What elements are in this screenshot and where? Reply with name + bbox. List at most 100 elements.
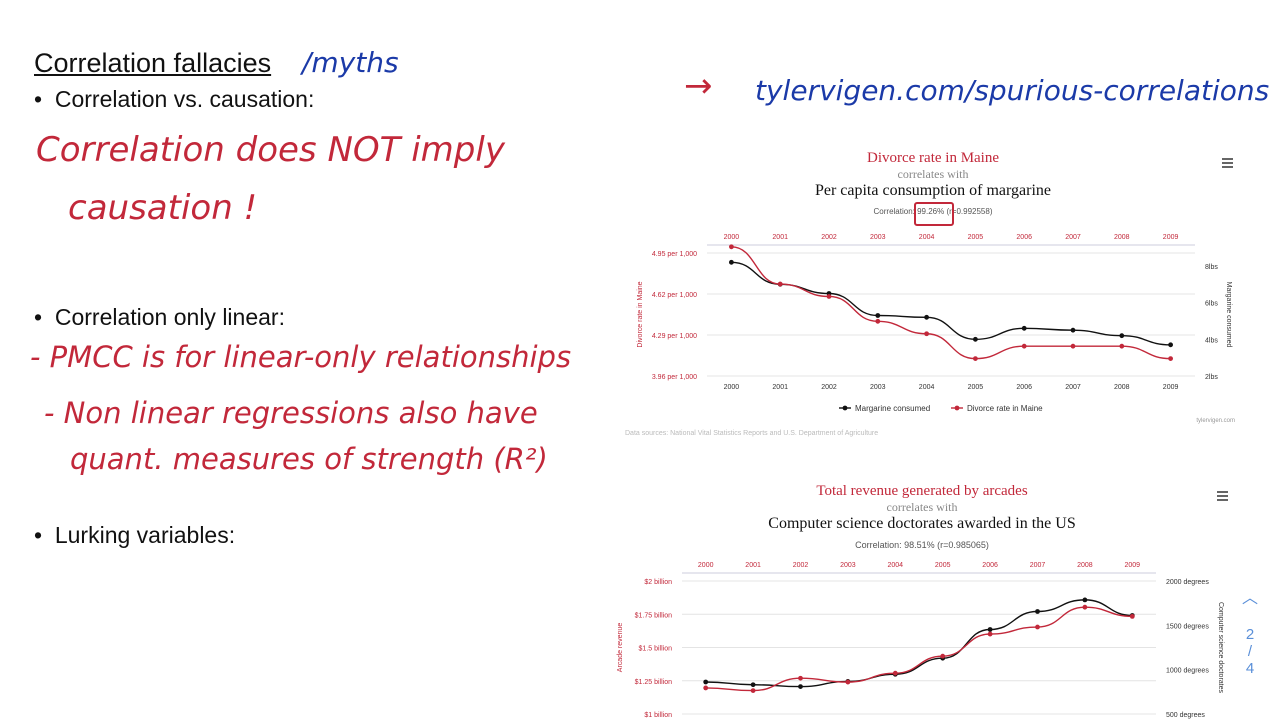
x-tick-label-bottom: 2002 bbox=[821, 384, 837, 391]
series-point bbox=[1070, 327, 1076, 333]
data-sources-note: Data sources: National Vital Statistics … bbox=[625, 430, 878, 437]
x-tick-label-top: 2006 bbox=[982, 562, 998, 569]
left-tick-label: 4.29 per 1,000 bbox=[652, 333, 697, 340]
hamburger-menu-icon[interactable] bbox=[1222, 158, 1233, 170]
series-point bbox=[729, 244, 734, 250]
series-point bbox=[703, 685, 709, 691]
right-tick-label: 4lbs bbox=[1205, 337, 1218, 344]
series-point bbox=[875, 313, 881, 318]
chart-title2: Computer science doctorates awarded in t… bbox=[768, 515, 1076, 532]
series-point bbox=[729, 259, 734, 265]
x-tick-label-top: 2007 bbox=[1030, 562, 1046, 569]
series-point bbox=[750, 688, 756, 693]
series-point bbox=[1035, 624, 1040, 630]
series-point bbox=[1035, 609, 1040, 614]
page-total: 4 bbox=[1245, 660, 1255, 677]
series-point bbox=[875, 318, 881, 324]
series-point bbox=[973, 356, 978, 362]
chart-correlation: Correlation: 99.26% (r=0.992558) bbox=[873, 207, 993, 216]
x-tick-label-top: 2005 bbox=[935, 562, 951, 569]
series-point bbox=[973, 336, 978, 342]
legend-marker bbox=[842, 405, 848, 411]
note-causation-2: causation ! bbox=[68, 188, 258, 228]
left-tick-label: 4.62 per 1,000 bbox=[652, 292, 697, 299]
series-point bbox=[924, 331, 929, 337]
legend-marker bbox=[954, 405, 960, 411]
x-tick-label-bottom: 2007 bbox=[1065, 384, 1081, 391]
x-tick-label-top: 2005 bbox=[968, 234, 984, 241]
chart-subtitle: correlates with bbox=[897, 167, 969, 181]
x-tick-label-bottom: 2005 bbox=[968, 384, 984, 391]
x-tick-label-bottom: 2001 bbox=[772, 384, 788, 391]
left-tick-label: 3.96 per 1,000 bbox=[652, 374, 697, 381]
x-tick-label-bottom: 2008 bbox=[1114, 384, 1130, 391]
chart-title2: Per capita consumption of margarine bbox=[814, 182, 1052, 199]
series-point bbox=[798, 684, 803, 690]
series-point bbox=[987, 631, 993, 637]
series-line bbox=[705, 599, 1133, 688]
left-tick-label: $1.75 billion bbox=[635, 612, 672, 619]
series-point bbox=[987, 627, 993, 632]
x-tick-label-top: 2008 bbox=[1114, 234, 1130, 241]
arrow-icon: → bbox=[684, 66, 713, 106]
x-tick-label-top: 2009 bbox=[1163, 234, 1179, 241]
left-tick-label: $1.5 billion bbox=[639, 646, 673, 653]
series-point bbox=[892, 670, 898, 676]
bullet-lurking-variables: • Lurking variables: bbox=[34, 522, 236, 548]
series-point bbox=[845, 679, 851, 685]
left-tick-label: $1 billion bbox=[644, 712, 672, 719]
right-axis-label: Margarine consumed bbox=[1225, 282, 1232, 348]
series-line bbox=[731, 246, 1171, 360]
series-point bbox=[940, 653, 946, 659]
right-tick-label: 8lbs bbox=[1205, 264, 1218, 271]
series-point bbox=[703, 679, 709, 685]
chart-arcade-doctorates: Total revenue generated by arcades corre… bbox=[612, 475, 1236, 720]
chevron-up-icon[interactable]: ︿ bbox=[1241, 590, 1258, 607]
note-linear-2: - Non linear regressions also have bbox=[44, 396, 538, 430]
chart-divorce-margarine: Divorce rate in Maine correlates with Pe… bbox=[617, 142, 1241, 442]
chart-title: Total revenue generated by arcades bbox=[816, 483, 1028, 499]
series-point bbox=[798, 675, 803, 681]
series-point bbox=[1070, 343, 1076, 349]
x-tick-label-top: 2002 bbox=[793, 562, 809, 569]
x-tick-label-top: 2006 bbox=[1016, 234, 1032, 241]
x-tick-label-top: 2007 bbox=[1065, 234, 1081, 241]
slide-title: Correlation fallacies bbox=[34, 48, 272, 78]
x-tick-label-top: 2004 bbox=[888, 562, 904, 569]
left-axis-label: Divorce rate in Maine bbox=[637, 281, 644, 347]
series-line bbox=[705, 606, 1133, 692]
credit-label: tylervigen.com bbox=[1196, 418, 1235, 424]
chart-plot: $2 billion $1.75 billion $1.5 billion $1.25… bbox=[617, 562, 1224, 719]
left-tick-label: 4.95 per 1,000 bbox=[652, 251, 697, 258]
series-point bbox=[1168, 342, 1173, 348]
x-tick-label-bottom: 2006 bbox=[1016, 384, 1032, 391]
x-tick-label-top: 2003 bbox=[870, 234, 886, 241]
series-point bbox=[777, 281, 783, 287]
bullet-correlation-linear: • Correlation only linear: bbox=[34, 304, 285, 330]
x-tick-label-bottom: 2004 bbox=[919, 384, 935, 391]
x-tick-label-top: 2000 bbox=[698, 562, 714, 569]
series-line bbox=[731, 261, 1171, 346]
right-tick-label: 2lbs bbox=[1205, 374, 1218, 381]
series-point bbox=[750, 682, 756, 688]
x-tick-label-top: 2002 bbox=[821, 234, 837, 241]
right-tick-label: 1000 degrees bbox=[1166, 668, 1209, 675]
chart-title: Divorce rate in Maine bbox=[866, 150, 1000, 166]
right-tick-label: 6lbs bbox=[1205, 301, 1218, 308]
left-tick-label: $2 billion bbox=[644, 579, 672, 586]
page-separator: / bbox=[1247, 643, 1253, 660]
legend-label: Divorce rate in Maine bbox=[967, 404, 1043, 413]
x-tick-label-top: 2001 bbox=[745, 562, 761, 569]
page-navigation: ︿ 2 / 4 bbox=[1238, 590, 1262, 677]
x-tick-label-top: 2004 bbox=[919, 234, 935, 241]
x-tick-label-top: 2009 bbox=[1125, 562, 1141, 569]
right-tick-label: 500 degrees bbox=[1166, 712, 1205, 719]
hamburger-menu-icon[interactable] bbox=[1217, 491, 1228, 503]
series-point bbox=[924, 314, 929, 320]
series-point bbox=[1021, 343, 1027, 349]
series-point bbox=[1082, 597, 1088, 603]
highlight-box bbox=[914, 202, 954, 226]
right-tick-label: 2000 degrees bbox=[1166, 579, 1209, 586]
x-tick-label-bottom: 2000 bbox=[724, 384, 740, 391]
chart-plot: 4.95 per 1,000 4.62 per 1,000 4.29 per 1,0… bbox=[625, 234, 1235, 437]
